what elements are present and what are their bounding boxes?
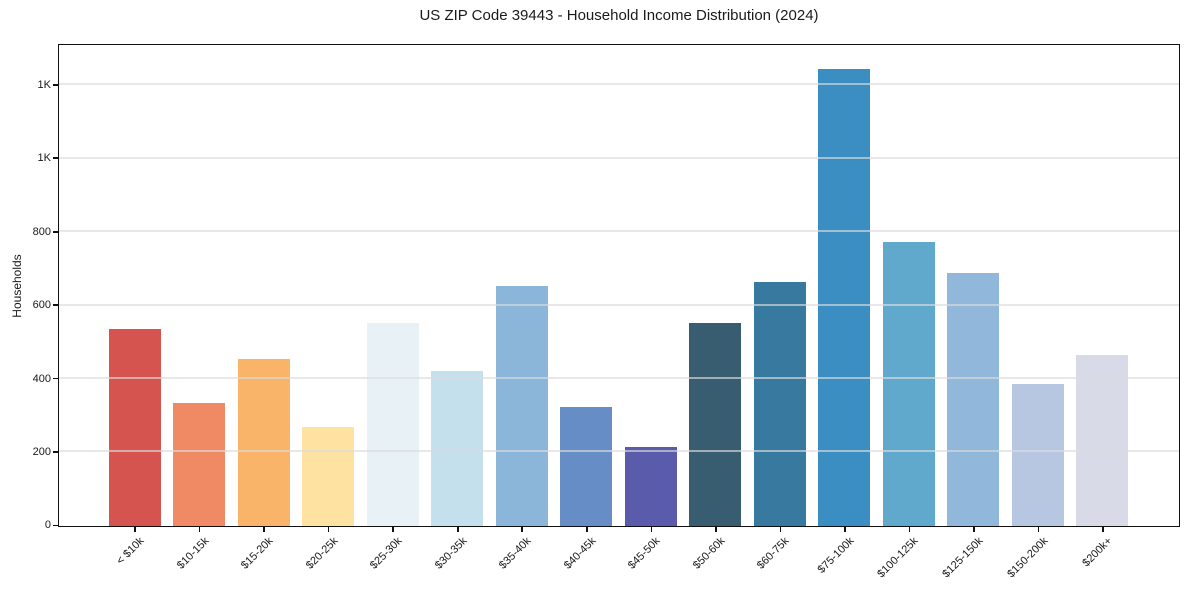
x-tick-mark xyxy=(1102,527,1104,532)
bar xyxy=(753,282,806,526)
x-tick-label: $50-60k xyxy=(690,534,728,572)
gridline xyxy=(59,303,1179,306)
bar xyxy=(818,68,871,526)
y-tick-label: 1K xyxy=(37,152,51,165)
x-tick-mark xyxy=(456,527,459,532)
x-tick-mark xyxy=(198,527,201,532)
x-tick-mark xyxy=(392,527,394,532)
bar xyxy=(108,328,161,526)
x-tick-mark xyxy=(908,527,911,532)
x-tick-label: $100-125k xyxy=(875,534,921,580)
bar xyxy=(237,358,290,526)
x-tick-mark xyxy=(844,527,846,532)
y-tick-mark xyxy=(52,157,58,160)
x-tick-label: $30-35k xyxy=(432,534,470,572)
gridline xyxy=(59,376,1179,379)
x-tick-label: $25-30k xyxy=(368,534,405,572)
x-tick-label: $45-50k xyxy=(626,534,663,572)
plot-area xyxy=(58,44,1180,527)
bar xyxy=(302,426,355,526)
gridline xyxy=(59,156,1179,159)
gridline xyxy=(59,230,1179,233)
y-tick-mark xyxy=(52,84,58,86)
x-tick-mark xyxy=(1037,527,1040,532)
y-tick-label: 0 xyxy=(44,519,51,532)
y-tick-mark xyxy=(52,524,58,527)
bar xyxy=(366,323,419,526)
x-tick-mark xyxy=(779,527,782,532)
bar xyxy=(560,406,613,526)
chart-title: US ZIP Code 39443 - Household Income Dis… xyxy=(419,7,819,24)
x-tick-label: $15-20k xyxy=(239,534,276,572)
y-tick-mark xyxy=(52,451,58,453)
bar xyxy=(1076,354,1129,526)
y-tick-label: 1K xyxy=(37,78,51,91)
gridline xyxy=(59,450,1179,453)
x-tick-mark xyxy=(134,527,136,532)
bar xyxy=(882,242,935,526)
y-tick-mark xyxy=(52,304,58,306)
y-tick-label: 800 xyxy=(32,225,51,238)
x-tick-label: $150-200k xyxy=(1004,534,1051,580)
x-tick-mark xyxy=(586,527,588,532)
bar xyxy=(624,447,677,526)
x-tick-mark xyxy=(263,527,265,532)
y-tick-label: 400 xyxy=(32,372,51,385)
x-tick-label: < $10k xyxy=(114,534,147,567)
bar xyxy=(173,403,226,526)
bar xyxy=(495,285,548,526)
x-tick-mark xyxy=(715,527,717,532)
bar xyxy=(947,273,1000,526)
x-tick-label: $200k+ xyxy=(1080,534,1115,569)
x-tick-mark xyxy=(327,527,330,532)
x-tick-label: $125-150k xyxy=(940,534,986,580)
y-tick-mark xyxy=(52,377,58,380)
x-tick-label: $10-15k xyxy=(174,534,212,572)
bar xyxy=(1011,383,1064,526)
x-tick-mark xyxy=(973,527,975,532)
y-tick-label: 600 xyxy=(32,299,51,312)
x-tick-label: $20-25k xyxy=(303,534,341,572)
x-tick-mark xyxy=(521,527,524,532)
x-tick-label: $35-40k xyxy=(497,534,534,572)
bar xyxy=(689,323,742,526)
y-tick-label: 200 xyxy=(32,445,51,458)
y-tick-mark xyxy=(52,230,58,233)
x-tick-label: $40-45k xyxy=(561,534,599,572)
x-tick-label: $75-100k xyxy=(815,534,857,576)
gridline xyxy=(59,83,1179,86)
x-tick-label: $60-75k xyxy=(755,534,792,572)
bar xyxy=(431,370,484,526)
x-tick-mark xyxy=(650,527,653,532)
